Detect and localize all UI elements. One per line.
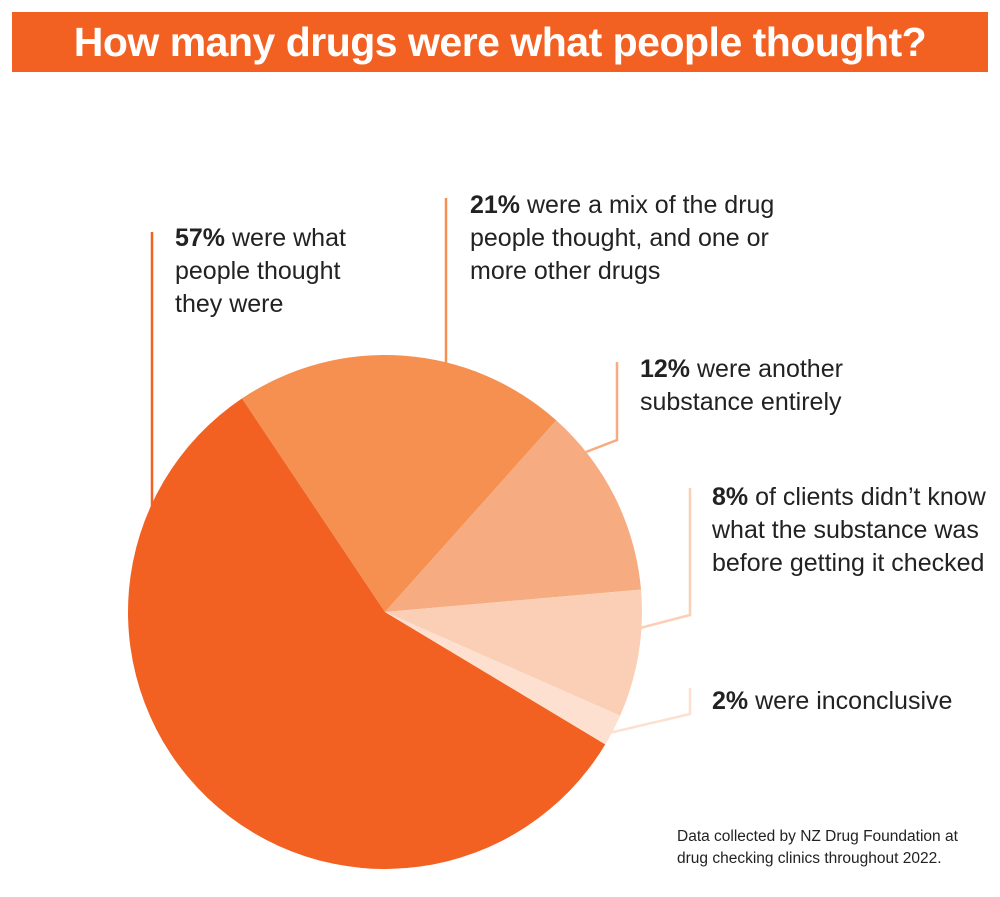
slice-label: 21% were a mix of the drug people though…: [470, 189, 810, 288]
title-band: How many drugs were what people thought?: [12, 12, 988, 72]
leader-line: [585, 362, 619, 454]
slice-label: 57% were what people thought they were: [175, 222, 385, 321]
pie-slice: [128, 398, 606, 869]
leader-line: [608, 688, 692, 735]
source-note: Data collected by NZ Drug Foundation at …: [677, 828, 958, 867]
slice-label: 12% were another substance entirely: [640, 353, 900, 419]
leader-line: [639, 488, 692, 630]
category-label: were what people thought they were: [175, 224, 346, 318]
chart-title: How many drugs were what people thought?: [73, 19, 927, 65]
pie-slice: [242, 355, 557, 612]
category-label: of clients didn’t know what the substanc…: [712, 483, 986, 577]
pie-slice: [385, 420, 642, 612]
value-label: 12%: [640, 355, 691, 383]
value-label: 21%: [470, 191, 521, 219]
value-label: 2%: [712, 687, 749, 715]
slice-label: 8% of clients didn’t know what the subst…: [712, 481, 987, 580]
pie-slice: [385, 612, 621, 745]
pie-slice: [385, 589, 642, 716]
category-label: were inconclusive: [755, 687, 953, 715]
value-label: 57%: [175, 224, 226, 252]
category-label: were another substance entirely: [640, 355, 843, 416]
category-label: were a mix of the drug people thought, a…: [470, 191, 775, 285]
value-label: 8%: [712, 483, 749, 511]
slice-label: 2% were inconclusive: [712, 685, 987, 718]
